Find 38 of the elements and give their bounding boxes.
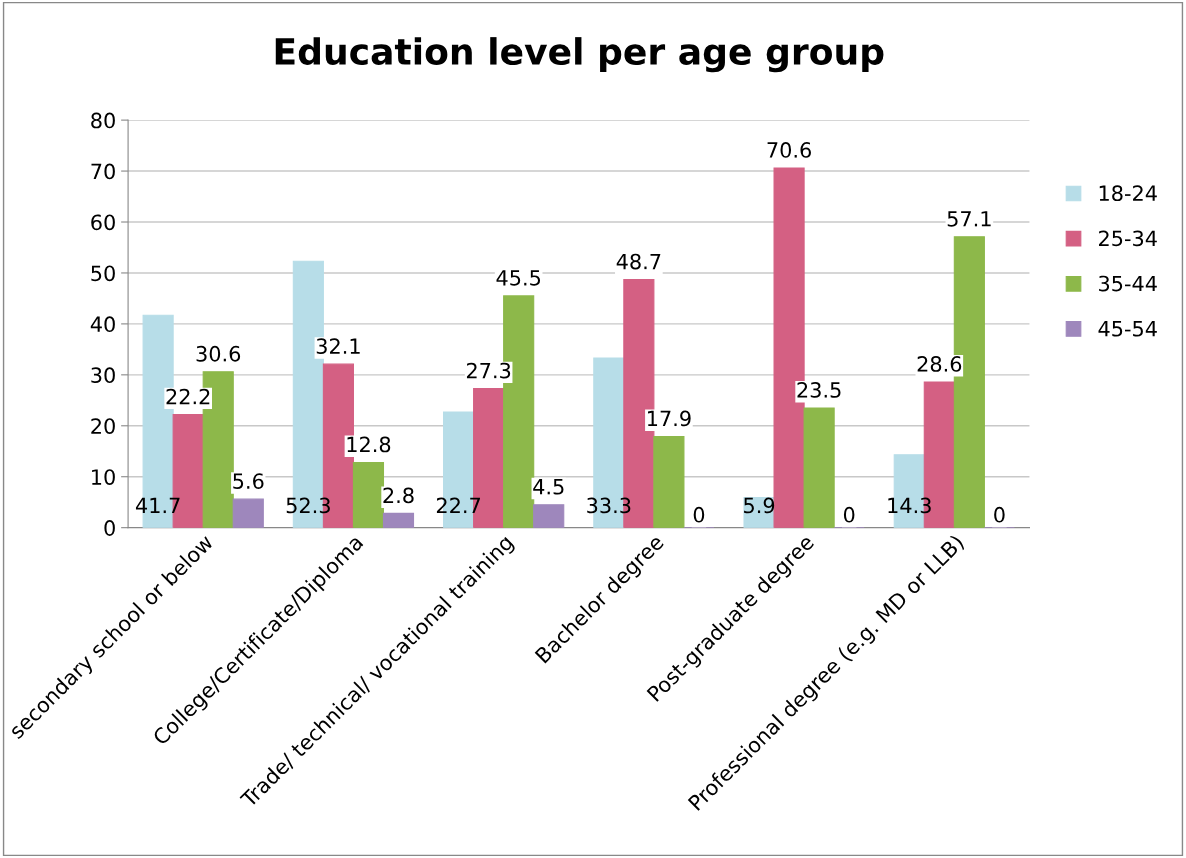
data-label: 17.9	[648, 410, 691, 427]
y-tick-label: 70	[91, 163, 115, 180]
data-label: 14.3	[888, 497, 931, 514]
legend-label: 25-34	[1099, 230, 1157, 247]
data-label: 48.7	[616, 253, 661, 270]
y-tick-label: 80	[91, 112, 115, 129]
data-label: 70.6	[767, 142, 811, 158]
legend-label: 35-44	[1099, 275, 1157, 292]
data-label: 22.7	[436, 497, 480, 514]
data-label: 33.3	[587, 497, 631, 514]
y-tick-label: 60	[91, 214, 115, 231]
data-label: 2.8	[383, 487, 414, 504]
data-label: 45.5	[496, 270, 541, 286]
data-label: 12.8	[347, 436, 391, 453]
data-label: 5.9	[744, 497, 775, 514]
legend-label: 45-54	[1098, 321, 1157, 337]
y-tick-label: 20	[91, 418, 115, 434]
data-label: 23.5	[797, 382, 841, 398]
chart-title: Education level per age group	[275, 37, 884, 73]
data-label: 52.3	[286, 497, 330, 514]
data-label: 32.1	[316, 338, 360, 354]
data-label: 0	[693, 506, 705, 523]
data-label: 57.1	[947, 211, 991, 227]
y-tick-label: 0	[104, 520, 115, 536]
data-label: 0	[843, 506, 855, 523]
y-tick-label: 50	[91, 265, 115, 282]
data-label: 30.6	[196, 345, 241, 362]
data-label: 4.5	[533, 479, 564, 495]
y-tick-label: 10	[92, 469, 115, 485]
data-label: 28.6	[917, 356, 962, 372]
legend-label: 18-24	[1099, 185, 1157, 202]
data-label: 22.2	[166, 388, 210, 405]
data-label: 41.7	[135, 497, 180, 514]
data-label: 27.3	[466, 362, 511, 379]
y-tick-label: 40	[90, 316, 115, 333]
data-label: 0	[994, 506, 1005, 523]
data-label: 5.6	[233, 473, 264, 489]
y-tick-label: 30	[91, 367, 115, 384]
